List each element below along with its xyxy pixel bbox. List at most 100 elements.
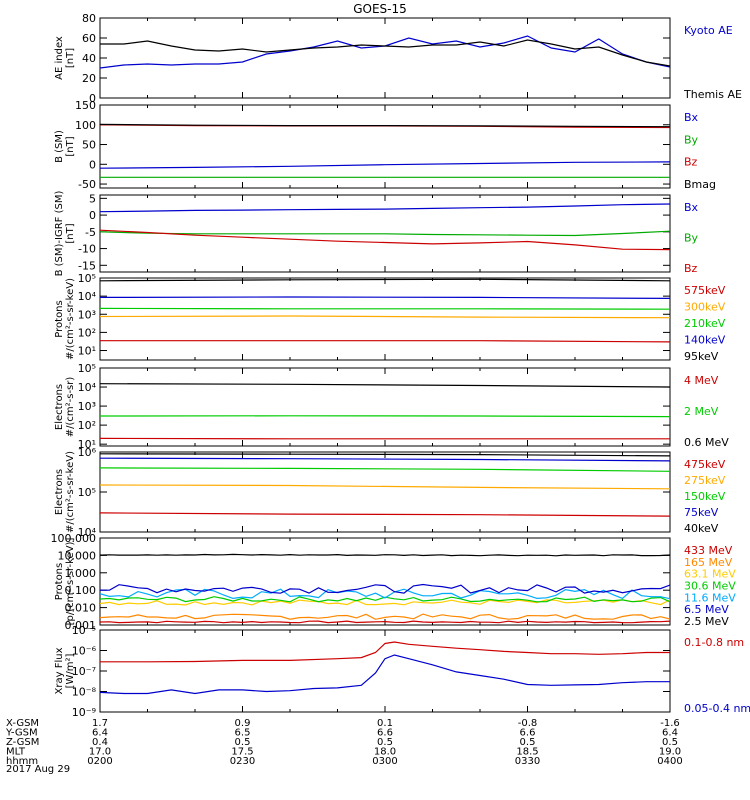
series-line-Bx <box>100 161 670 169</box>
legend-entry: 275keV <box>684 474 726 487</box>
panel-frame <box>99 277 671 361</box>
series-line-6-5-MeV <box>100 583 670 594</box>
y-tick-label: 10⁻⁷ <box>72 665 96 678</box>
x-table-value: 0.5 <box>662 737 678 748</box>
y-axis-label: Protons[p/(cm²-s-sr-keV)] <box>54 538 76 626</box>
series-line-11-6-MeV <box>100 588 670 600</box>
y-tick-label: 10⁻⁵ <box>72 624 96 637</box>
y-tick-label: 10² <box>78 326 96 339</box>
y-tick-label: 10⁴ <box>78 526 97 539</box>
series-line-Bz <box>100 229 670 251</box>
y-tick-label: 0 <box>89 209 96 222</box>
panel-frame <box>99 104 671 189</box>
legend-entry: 575keV <box>684 284 726 297</box>
x-table-value: 6.6 <box>520 728 536 739</box>
legend-entry: Bz <box>684 262 698 275</box>
series-line-Bmag <box>100 123 670 128</box>
legend-entry: 2 MeV <box>684 405 719 418</box>
x-table-value: -0.8 <box>518 718 538 729</box>
legend-entry: Bx <box>684 201 699 214</box>
x-table-row-label: MLT <box>6 747 26 758</box>
x-table-row-label: X-GSM <box>6 718 39 729</box>
y-axis-label-line: Electrons <box>54 384 65 430</box>
y-axis-label-line: B (SM) <box>54 130 65 163</box>
x-table-value: 19.0 <box>659 747 681 758</box>
series-line-165-MeV <box>100 613 670 620</box>
y-tick-label: -15 <box>78 259 96 272</box>
legend-entry: 475keV <box>684 458 726 471</box>
legend-entry: 165 MeV <box>684 556 733 569</box>
x-table-value: 0.5 <box>520 737 536 748</box>
series-line-300keV <box>100 315 670 319</box>
legend-entry: Themis AE <box>683 88 742 101</box>
legend-entry: Kyoto AE <box>684 24 733 37</box>
y-tick-label: 60 <box>82 32 96 45</box>
y-tick-label: 10¹ <box>78 345 96 358</box>
x-table-value: 0230 <box>230 756 255 767</box>
series-line-475keV <box>100 512 670 517</box>
legend-entry: By <box>684 133 699 146</box>
y-axis-label: B (SM)-IGRF (SM)[nT] <box>54 191 76 277</box>
y-tick-label: 10³ <box>78 308 96 321</box>
series-line-2-5-MeV <box>100 553 670 557</box>
legend-entry: 0.1-0.8 nm <box>684 636 744 649</box>
x-table-value: 6.4 <box>662 728 678 739</box>
panel-frame <box>99 17 671 99</box>
x-table-row-label: Z-GSM <box>6 737 39 748</box>
y-axis-label-line: Protons <box>54 300 65 337</box>
series-line-275keV <box>100 484 670 490</box>
legend-entry: 140keV <box>684 334 726 347</box>
x-table-value: 6.4 <box>92 728 108 739</box>
legend-entry: 30.6 MeV <box>684 580 736 593</box>
panel-b_sm: -50 0 50 100 150 B (SM)[nT] Bx By Bz Bmag <box>54 99 716 191</box>
series-line-95keV <box>100 278 670 282</box>
legend-entry: 433 MeV <box>684 544 733 557</box>
y-tick-label: -5 <box>85 226 96 239</box>
series-line-0-1-0-8-nm <box>100 641 670 663</box>
series-line-Bx <box>100 203 670 213</box>
series-line-75keV <box>100 457 670 462</box>
panel-frame <box>99 537 671 626</box>
y-axis-label-line: #/(cm²-s-sr-keV) <box>65 278 76 360</box>
y-axis-label: Protons#/(cm²-s-sr-keV) <box>54 278 76 360</box>
y-tick-label: 0.001 <box>65 619 97 632</box>
y-tick-label: 50 <box>82 139 96 152</box>
legend-entry: Bmag <box>684 178 716 191</box>
y-axis-label: Electrons#/(cm²-s-sr-keV) <box>54 451 76 533</box>
legend-entry: 2.5 MeV <box>684 615 729 628</box>
y-axis-label-line: #/(cm²-s-sr-keV) <box>65 451 76 533</box>
y-tick-label: 10¹ <box>78 438 96 451</box>
y-axis-label-line: AE index <box>54 36 65 80</box>
series-line-0-05-0-4-nm <box>100 654 670 695</box>
x-table-value: 17.0 <box>89 747 111 758</box>
legend-entry: 0.6 MeV <box>684 436 729 449</box>
y-tick-label: 1.000 <box>65 567 97 580</box>
y-axis-label-line: Electrons <box>54 469 65 515</box>
panel-protons2: 0.0010.0100.1001.00010.000100.000Protons… <box>51 532 737 632</box>
x-table-value: 1.7 <box>92 718 108 729</box>
legend-entry: 11.6 MeV <box>684 591 736 604</box>
y-tick-label: -10 <box>78 243 96 256</box>
series-line-433-MeV <box>100 620 670 624</box>
y-tick-label: 100 <box>75 119 96 132</box>
legend-entry: 210keV <box>684 317 726 330</box>
legend-entry: 40keV <box>684 522 719 535</box>
x-table-value: 18.5 <box>516 747 538 758</box>
y-axis-label: AE index[nT] <box>54 36 76 80</box>
y-tick-label: 10⁻⁸ <box>72 686 97 699</box>
legend-entry: 0.05-0.4 nm <box>684 702 750 715</box>
y-tick-label: 100.000 <box>51 532 97 545</box>
x-axis-ephemeris-table: X-GSM 1.7 0.9 0.1 -0.8 -1.6 Y-GSM 6.4 6.5 6.6 6.6 6… <box>5 718 683 767</box>
y-axis-label-line: Protons <box>54 563 65 600</box>
series-line-By <box>100 230 670 237</box>
series-line-210keV <box>100 307 670 310</box>
panel-frame <box>99 367 671 447</box>
panel-b_igrf: -15 -10 -5 0 5 B (SM)-IGRF (SM)[nT] Bx By Bz <box>54 191 699 277</box>
series-line-40keV <box>100 453 670 457</box>
y-axis-label-line: [p/(cm²-s-sr-keV)] <box>65 538 76 626</box>
y-tick-label: 0.010 <box>65 602 97 615</box>
legend-entry: 150keV <box>684 490 726 503</box>
